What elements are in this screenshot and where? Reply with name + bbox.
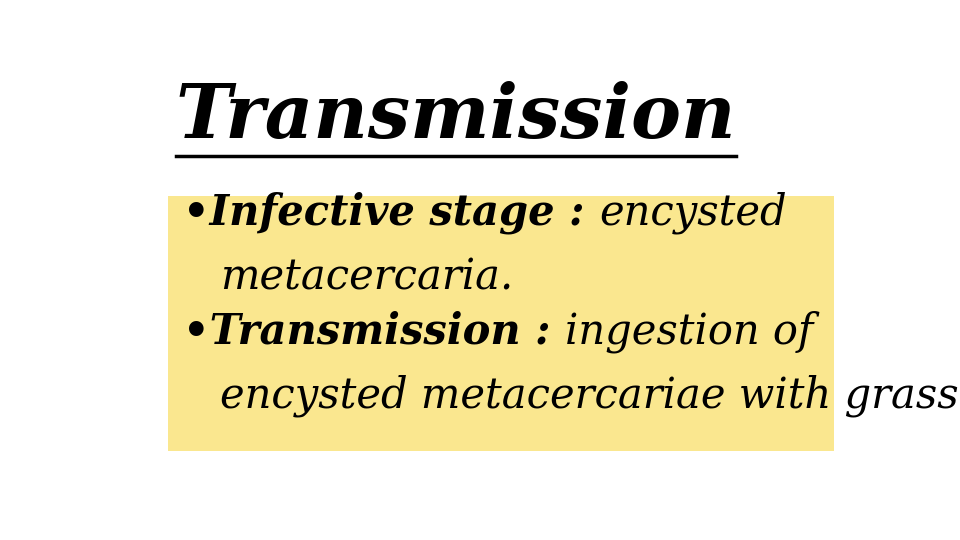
Text: Transmission: Transmission — [176, 82, 736, 154]
Text: metacercaria.: metacercaria. — [221, 256, 514, 298]
Text: encysted metacercariae with grass .: encysted metacercariae with grass . — [221, 375, 960, 417]
Text: •Transmission :: •Transmission : — [183, 310, 565, 352]
Text: ingestion of: ingestion of — [565, 310, 813, 353]
FancyBboxPatch shape — [168, 196, 834, 451]
Text: encysted: encysted — [599, 192, 787, 234]
Text: •Infective stage :: •Infective stage : — [183, 192, 599, 234]
